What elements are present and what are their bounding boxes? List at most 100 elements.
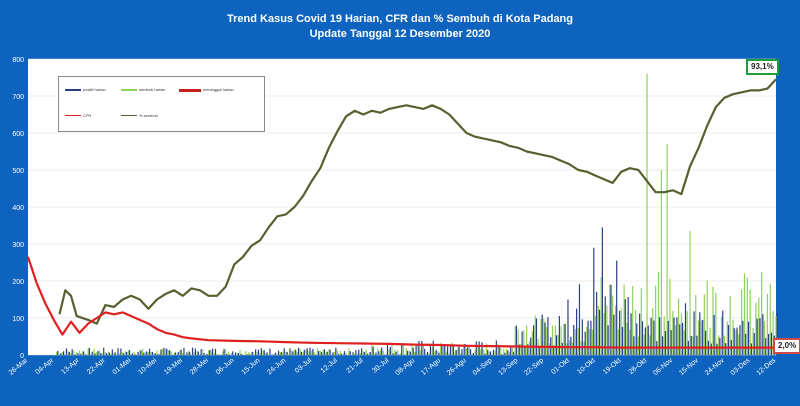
sembuh-bar [420,350,422,355]
sembuh-bar [356,353,359,355]
positif-bar [249,354,251,355]
sembuh-bar [606,305,608,355]
sembuh-bar [554,325,556,355]
sembuh-bar [265,353,267,355]
sembuh-bar [354,353,356,355]
positif-bar [189,351,191,355]
sembuh-bar [480,349,482,355]
positif-bar [389,346,391,355]
sembuh-bar [302,351,304,355]
positif-bar [747,321,750,355]
positif-bar [303,349,305,355]
sembuh-bar [723,335,726,355]
positif-bar [432,340,434,355]
sembuh-bar [104,352,106,355]
sembuh-bar [494,350,496,355]
sembuh-bar [81,351,84,355]
positif-bar [578,284,581,355]
positif-bar [183,347,185,355]
positif-bar [535,318,538,355]
positif-bar [363,352,366,355]
sembuh-bar [348,348,350,355]
positif-bar [444,344,446,355]
positif-bar [395,351,397,355]
legend-swatch-pct-sembuh [121,115,137,116]
positif-bar [630,313,632,355]
positif-bar [601,227,603,355]
legend-label-cfr: CFR [83,113,92,118]
positif-bar [541,314,543,355]
sembuh-bar [256,351,258,355]
y-tick-label: 800 [12,57,24,64]
sembuh-bar [359,352,362,355]
positif-bar [166,348,168,355]
sembuh-bar [153,353,155,355]
positif-bar [151,351,154,355]
sembuh-bar [609,284,611,355]
positif-bar [197,351,199,355]
sembuh-bar [692,336,694,355]
sembuh-bar [76,351,78,355]
positif-bar [575,308,578,355]
sembuh-bar [715,292,717,355]
positif-bar [587,320,589,355]
sembuh-bar [643,334,645,355]
positif-bar [105,353,108,355]
x-tick-label: 26-Mar [8,357,30,377]
sembuh-bar [422,344,425,355]
positif-bar [255,349,257,355]
sembuh-bar [735,330,737,355]
positif-bar [759,318,761,355]
sembuh-bar [385,354,387,355]
sembuh-bar [637,336,640,355]
sembuh-bar [394,349,396,355]
positif-bar [713,314,715,355]
chart-title: Trend Kasus Covid 19 Harian, CFR dan % S… [227,13,573,25]
sembuh-bar [755,302,757,355]
positif-bar [146,351,148,355]
positif-bar [108,352,111,355]
positif-bar [349,351,351,355]
positif-bar [570,336,572,355]
sembuh-bar [531,331,533,355]
positif-bar [100,352,102,355]
positif-bar [507,350,509,355]
positif-bar [639,313,641,355]
sembuh-bar [732,319,734,355]
sembuh-bar [339,350,341,355]
positif-bar [206,353,208,355]
sembuh-bar [58,354,61,355]
positif-bar [292,351,294,355]
sembuh-bar [408,350,410,355]
sembuh-bar [666,144,668,355]
sembuh-bar [285,351,287,355]
positif-bar [257,349,260,355]
positif-bar [315,354,317,355]
sembuh-bar [623,284,625,355]
sembuh-bar [368,352,370,355]
sembuh-bar [434,351,436,355]
positif-bar [131,353,133,355]
positif-bar [65,348,68,355]
sembuh-bar [219,354,221,355]
sembuh-bar [543,318,545,355]
positif-bar [684,303,687,355]
sembuh-bar [655,285,657,355]
sembuh-bar [164,348,167,355]
positif-bar [524,347,526,355]
sembuh-bar [73,350,75,355]
sembuh-bar [150,351,152,355]
positif-bar [429,344,432,355]
positif-bar [103,347,105,355]
daily-bars [56,73,778,356]
x-tick-label: 12-Des [755,357,777,377]
positif-bar [544,322,546,355]
positif-bar [426,351,429,355]
sembuh-bar [167,350,170,355]
positif-bar [490,351,492,355]
positif-bar [727,325,730,355]
positif-bar [154,353,156,355]
sembuh-bar [113,352,115,355]
x-tick-label: 06-Nov [652,357,674,377]
sembuh-bar [749,289,751,355]
